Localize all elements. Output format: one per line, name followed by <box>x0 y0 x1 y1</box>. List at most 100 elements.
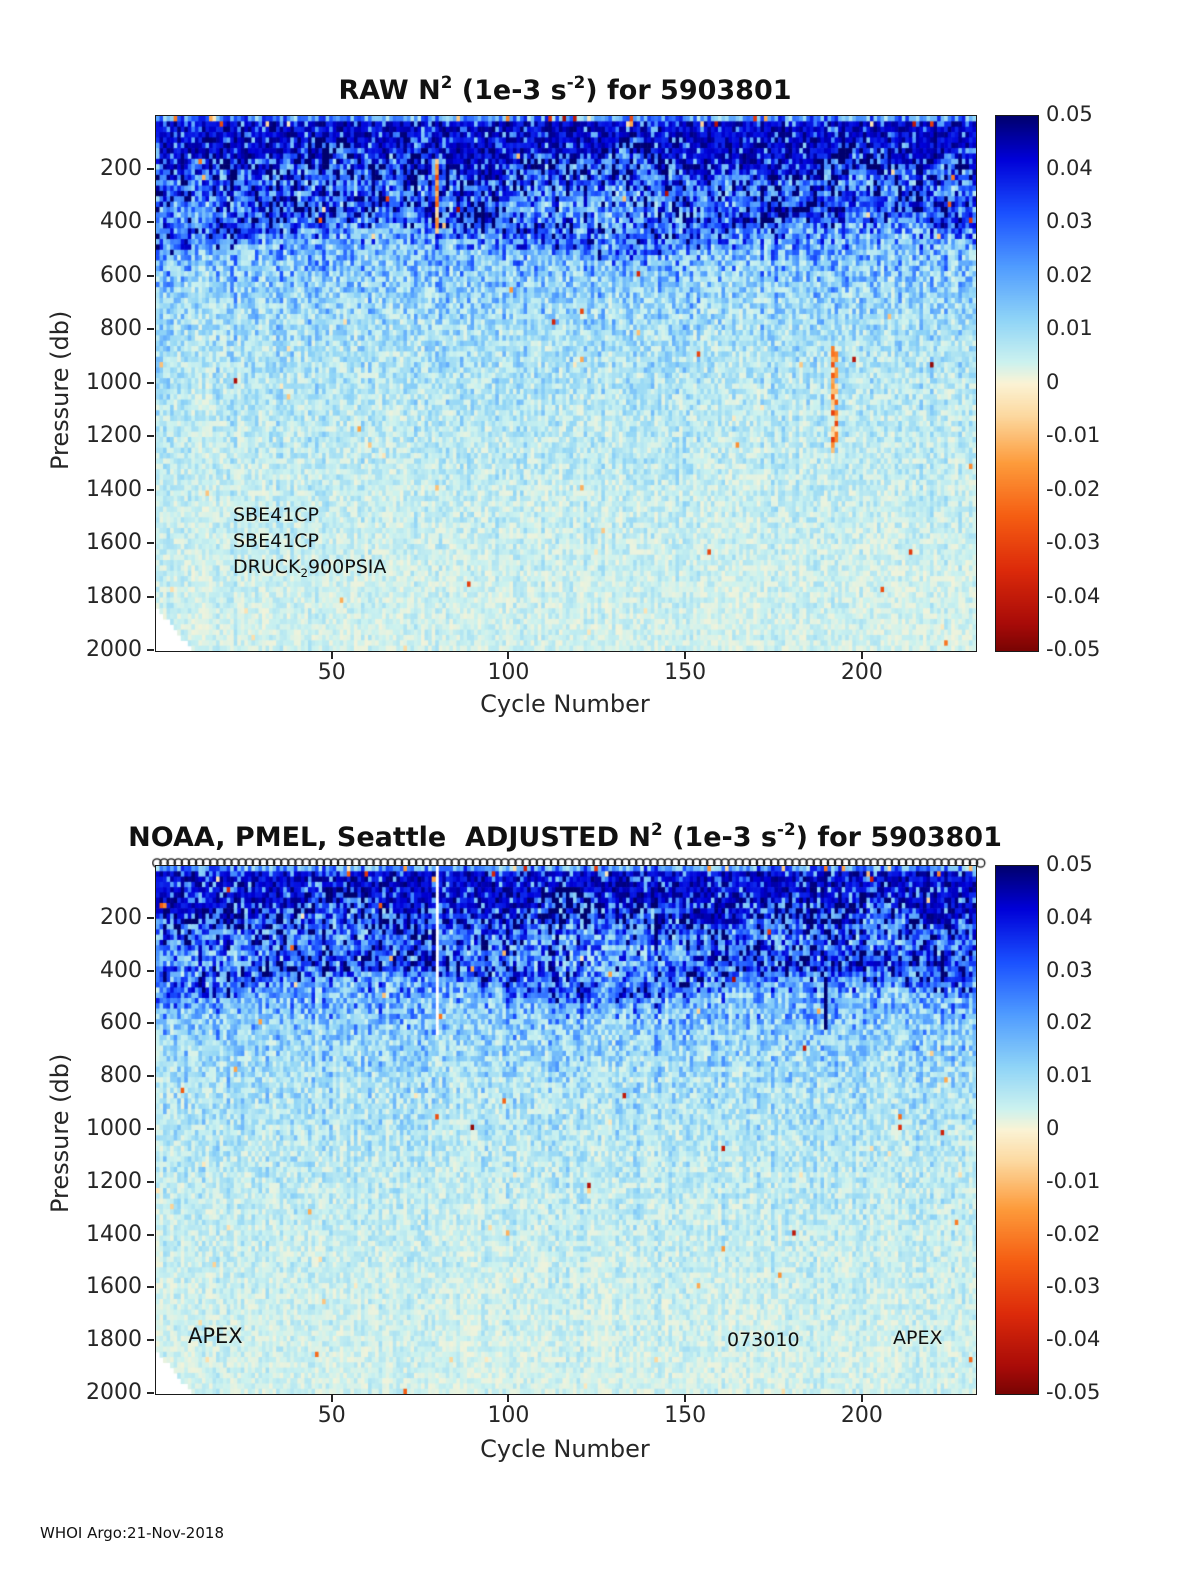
raw-plot-title: RAW N2 (1e-3 s-2) for 5903801 <box>55 72 1075 106</box>
y-tick-mark <box>147 274 154 277</box>
y-tick-label: 1200 <box>86 1168 142 1194</box>
adjusted-heatmap-plot <box>155 865 977 1395</box>
y-tick-label: 1800 <box>86 1327 142 1353</box>
y-tick-label: 400 <box>100 957 142 983</box>
y-tick-mark <box>147 1075 154 1078</box>
y-tick-mark <box>147 969 154 972</box>
sensor-annotation-sbe41cp-1: SBE41CP <box>233 504 320 526</box>
adjusted-colorbar-canvas <box>996 866 1038 1394</box>
colorbar-tick-label: -0.05 <box>1046 637 1101 661</box>
x-tick-mark <box>507 1395 510 1402</box>
x-tick-mark <box>330 652 333 659</box>
colorbar-tick-label: -0.03 <box>1046 1274 1101 1299</box>
float-type-annotation-right: APEX <box>893 1327 943 1349</box>
colorbar-tick-label: 0.02 <box>1046 262 1093 287</box>
y-tick-label: 1800 <box>86 583 142 609</box>
adjusted-plot-title: NOAA, PMEL, Seattle ADJUSTED N2 (1e-3 s-… <box>55 819 1075 853</box>
annotation-subscript: 2 <box>300 566 308 581</box>
y-tick-mark <box>147 1233 154 1236</box>
raw-colorbar-canvas <box>996 116 1038 651</box>
sensor-annotation-sbe41cp-2: SBE41CP <box>233 530 320 552</box>
y-tick-mark <box>147 1392 154 1394</box>
y-tick-label: 1600 <box>86 1274 142 1300</box>
colorbar-tick-label: 0.01 <box>1046 1063 1093 1088</box>
y-tick-label: 200 <box>100 904 142 930</box>
y-tick-mark <box>147 435 154 437</box>
title-text: NOAA, PMEL, Seattle ADJUSTED N <box>128 822 652 853</box>
colorbar-tick-label: -0.02 <box>1046 1221 1101 1246</box>
y-tick-mark <box>147 1339 154 1342</box>
y-tick-mark <box>147 916 154 919</box>
x-tick-mark <box>507 652 510 659</box>
x-tick-label: 150 <box>664 1403 707 1428</box>
y-tick-mark <box>147 221 154 223</box>
title-superscript: -2 <box>566 72 586 93</box>
title-text: (1e-3 s <box>452 75 567 106</box>
annotation-text: DRUCK <box>233 556 301 578</box>
colorbar-tick-label: -0.04 <box>1046 1327 1101 1352</box>
y-tick-mark <box>147 1286 154 1289</box>
y-tick-mark <box>147 649 154 651</box>
x-tick-label: 50 <box>317 660 346 685</box>
raw-x-axis-label: Cycle Number <box>480 690 650 718</box>
y-tick-mark <box>147 167 154 170</box>
adjusted-x-axis-label: Cycle Number <box>480 1435 650 1463</box>
colorbar-tick-label: -0.04 <box>1046 583 1101 608</box>
y-tick-mark <box>147 328 154 330</box>
y-tick-mark <box>147 1022 154 1025</box>
footer-datestamp: WHOI Argo:21-Nov-2018 <box>40 1524 224 1542</box>
x-tick-label: 50 <box>317 1403 346 1428</box>
colorbar-tick-label: -0.01 <box>1046 423 1101 447</box>
y-tick-label: 600 <box>100 262 142 288</box>
y-tick-mark <box>147 1180 154 1183</box>
y-tick-label: 1400 <box>86 1221 142 1247</box>
title-superscript: -2 <box>777 819 796 840</box>
y-tick-label: 200 <box>100 155 142 181</box>
y-tick-label: 1000 <box>86 1116 142 1141</box>
colorbar-tick-label: -0.02 <box>1046 476 1101 501</box>
y-tick-label: 1600 <box>86 530 142 555</box>
y-tick-label: 800 <box>100 316 142 341</box>
x-tick-label: 200 <box>840 1403 883 1428</box>
raw-colorbar <box>995 115 1039 652</box>
colorbar-tick-label: 0.05 <box>1046 852 1093 876</box>
x-tick-mark <box>684 652 687 659</box>
x-tick-mark <box>330 1395 333 1402</box>
colorbar-tick-label: 0.03 <box>1046 209 1093 233</box>
colorbar-tick-label: 0.01 <box>1046 316 1093 340</box>
x-tick-label: 200 <box>840 660 883 685</box>
y-tick-label: 1000 <box>86 369 142 395</box>
x-tick-mark <box>684 1395 687 1402</box>
title-text: RAW N <box>338 75 441 106</box>
title-superscript: 2 <box>651 819 663 840</box>
y-tick-mark <box>147 488 154 491</box>
raw-heatmap-canvas <box>156 116 976 651</box>
y-tick-mark <box>147 1128 154 1130</box>
x-tick-mark <box>860 1395 863 1402</box>
float-type-annotation-left: APEX <box>188 1324 243 1348</box>
colorbar-tick-label: 0.04 <box>1046 904 1093 929</box>
x-tick-mark <box>860 652 863 659</box>
y-tick-label: 2000 <box>86 637 142 662</box>
y-tick-label: 400 <box>100 209 142 234</box>
title-text: (1e-3 s <box>662 822 777 853</box>
y-tick-label: 1200 <box>86 423 142 448</box>
colorbar-tick-label: -0.01 <box>1046 1168 1101 1193</box>
title-text: ) for 5903801 <box>585 75 792 106</box>
x-tick-label: 150 <box>664 660 707 685</box>
colorbar-tick-label: 0 <box>1046 1116 1060 1140</box>
colorbar-tick-label: -0.05 <box>1046 1380 1101 1404</box>
title-text: ) for 5903801 <box>795 822 1002 853</box>
y-tick-label: 2000 <box>86 1380 142 1405</box>
sensor-annotation-druck: DRUCK2900PSIA <box>233 556 386 581</box>
title-superscript: 2 <box>440 72 453 93</box>
adjusted-heatmap-canvas <box>156 866 976 1394</box>
colorbar-tick-label: 0.05 <box>1046 102 1093 126</box>
x-tick-label: 100 <box>487 660 530 685</box>
raw-heatmap-plot <box>155 115 977 652</box>
colorbar-tick-label: -0.03 <box>1046 530 1101 554</box>
x-tick-label: 100 <box>487 1403 530 1428</box>
y-tick-mark <box>147 595 154 598</box>
float-id-annotation: 073010 <box>727 1329 800 1351</box>
